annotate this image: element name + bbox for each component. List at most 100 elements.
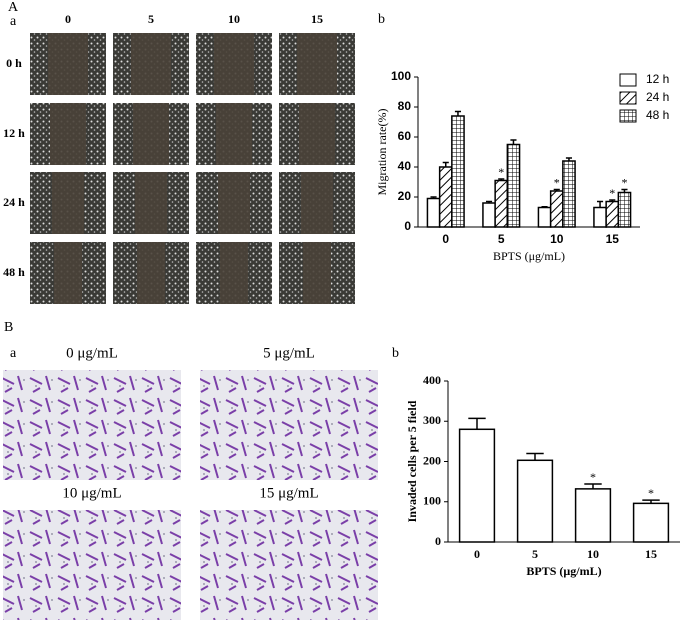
- wound-gap: [135, 172, 167, 234]
- x-tick-label: 15: [606, 232, 620, 246]
- y-axis-label: Migration rate(%): [375, 109, 389, 196]
- bar: [617, 191, 632, 228]
- bar: [537, 206, 552, 228]
- image-label: 0 μg/mL: [66, 345, 118, 361]
- panel-label: b: [392, 346, 399, 361]
- bar: [494, 179, 509, 228]
- wound-gap: [220, 242, 248, 304]
- x-tick-label: 0: [442, 232, 449, 246]
- error-bar: [565, 157, 573, 161]
- x-tick-label: 5: [498, 232, 505, 246]
- row-label: 12 h: [3, 126, 25, 140]
- wound-gap: [301, 172, 333, 234]
- error-bar: [498, 178, 505, 181]
- y-tick-label: 60: [398, 129, 412, 143]
- error-bar: [609, 199, 616, 202]
- wound-gap: [133, 103, 169, 165]
- wound-gap: [54, 242, 82, 304]
- significance: *: [590, 470, 596, 484]
- legend-label: 24 h: [646, 90, 669, 104]
- wound-gap: [50, 103, 86, 165]
- column-label: 15: [311, 12, 323, 26]
- wound-gap: [52, 172, 84, 234]
- wound-gap: [216, 103, 252, 165]
- error-bar: [442, 161, 449, 167]
- legend-swatch: [619, 91, 637, 105]
- bar: [482, 202, 496, 228]
- y-tick-label: 0: [404, 219, 411, 233]
- x-tick-label: 15: [645, 547, 657, 561]
- x-axis-label: BPTS (μg/mL): [526, 564, 601, 578]
- legend-swatch: [619, 109, 637, 123]
- bar: [438, 166, 453, 228]
- y-tick-label: 400: [423, 373, 441, 387]
- column-label: 5: [148, 12, 154, 26]
- bar: [549, 190, 564, 228]
- significance: *: [648, 486, 654, 500]
- bar: [516, 459, 554, 543]
- error-bar: [430, 196, 437, 199]
- significance: *: [554, 175, 560, 189]
- column-label: 10: [228, 12, 240, 26]
- panel-label: b: [378, 12, 385, 27]
- wound-gap: [299, 103, 335, 165]
- chart-invasion: 0 100 200 300 400 0 5 10 15 BPTS (μg/mL) Invaded c…: [405, 373, 680, 578]
- row-label: 0 h: [6, 56, 22, 70]
- wound-gap: [131, 33, 171, 95]
- y-tick-label: 20: [398, 189, 412, 203]
- image-label: 10 μg/mL: [62, 485, 121, 501]
- panel-label: A: [8, 0, 19, 15]
- error-bar: [485, 200, 493, 203]
- y-tick-label: 0: [435, 534, 441, 548]
- significance: *: [621, 175, 627, 189]
- error-bar: [596, 200, 604, 208]
- y-tick-label: 100: [391, 69, 411, 83]
- legend-label: 12 h: [646, 72, 669, 86]
- y-tick-label: 200: [423, 453, 441, 467]
- wound-gap: [214, 33, 254, 95]
- significance: *: [609, 186, 615, 200]
- error-bar: [541, 206, 548, 208]
- wound-gap: [297, 33, 337, 95]
- y-tick-label: 300: [423, 413, 441, 427]
- legend-label: 48 h: [646, 108, 669, 122]
- bar: [562, 160, 576, 228]
- x-tick-label: 0: [474, 547, 480, 561]
- x-axis-label: BPTS (μg/mL): [493, 249, 565, 263]
- bar: [451, 115, 465, 228]
- panel-label: a: [10, 346, 17, 361]
- wound-gap: [137, 242, 165, 304]
- x-tick-label: 10: [587, 547, 599, 561]
- y-tick-label: 40: [398, 159, 412, 173]
- y-axis-label: Invaded cells per 5 field: [405, 400, 419, 522]
- transwell-image: [200, 510, 378, 620]
- error-bar: [526, 452, 544, 461]
- transwell-image: [200, 370, 378, 480]
- bar: [574, 488, 612, 543]
- row-label: 24 h: [3, 195, 25, 209]
- x-tick-label: 10: [550, 232, 564, 246]
- images: 0 5 10 15 0 h 12 h 24 h 48 h 0 μg/mL 5 μg/mL 10 μg…: [3, 12, 378, 620]
- panel-label: B: [4, 320, 13, 335]
- x-tick-label: 5: [532, 547, 538, 561]
- transwell-image: [3, 510, 181, 620]
- bar: [506, 143, 521, 228]
- wound-gap: [48, 33, 88, 95]
- significance: *: [498, 165, 504, 179]
- bar: [426, 197, 441, 228]
- bar: [605, 200, 620, 228]
- error-bar: [553, 188, 560, 191]
- bar: [458, 428, 496, 543]
- transwell-image: [3, 370, 181, 480]
- bar: [593, 206, 607, 228]
- error-bar: [454, 110, 462, 116]
- error-bar: [584, 483, 602, 489]
- error-bar: [468, 417, 486, 430]
- y-tick-label: 100: [423, 494, 441, 508]
- row-label: 48 h: [3, 265, 25, 279]
- error-bar: [510, 139, 517, 145]
- y-tick-label: 80: [398, 99, 412, 113]
- wound-gap: [218, 172, 250, 234]
